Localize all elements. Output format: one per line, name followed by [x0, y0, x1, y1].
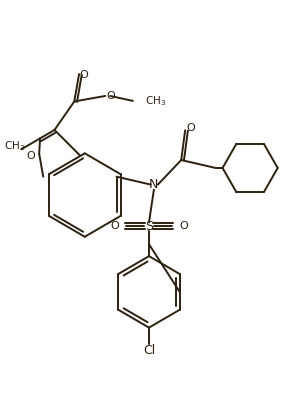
Text: CH$_3$: CH$_3$ — [4, 139, 25, 153]
Text: CH$_3$: CH$_3$ — [145, 94, 166, 108]
Text: N: N — [149, 178, 158, 191]
Text: O: O — [187, 123, 195, 133]
Text: S: S — [145, 220, 153, 233]
Text: O: O — [110, 221, 119, 231]
Text: O: O — [26, 151, 35, 161]
Text: O: O — [107, 91, 116, 101]
Text: O: O — [80, 70, 88, 80]
Text: Cl: Cl — [143, 344, 155, 357]
Text: O: O — [179, 221, 188, 231]
